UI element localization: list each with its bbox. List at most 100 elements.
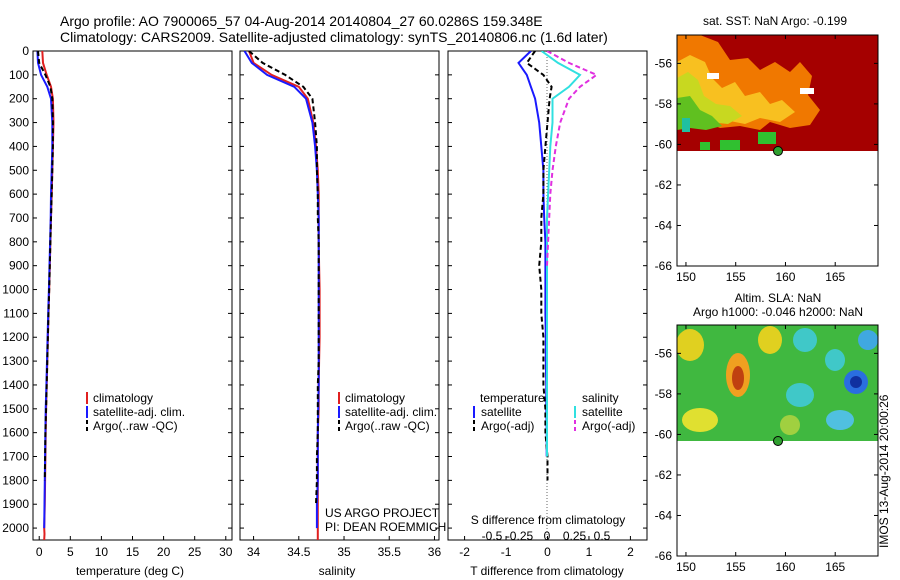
x-tick-label: 30	[219, 545, 233, 559]
lat-tick-label: -62	[655, 178, 673, 192]
x-tick-label: 10	[95, 545, 109, 559]
depth-tick-label: 1800	[2, 473, 29, 487]
sst-map-frame	[676, 34, 879, 267]
difference-panel: -2 -1 0 1 2 -0.5 -0.25 0 0.25 0.5 S difference f…	[447, 50, 648, 578]
x-tick-label: 20	[157, 545, 171, 559]
series-argo	[37, 51, 54, 481]
lat-tick-label: -62	[655, 468, 673, 482]
depth-tick-label: 600	[9, 187, 29, 201]
x-tick-label: -1	[501, 545, 512, 559]
legend-argo: Argo(..raw -QC)	[345, 419, 430, 433]
sst-green-patch	[758, 132, 776, 144]
depth-tick-label: 500	[9, 163, 29, 177]
lon-tick-label: 165	[825, 560, 845, 574]
lon-tick-label: 155	[726, 560, 746, 574]
x-tick-label: 15	[126, 545, 140, 559]
series-argo	[248, 51, 320, 505]
salinity-xlabel: salinity	[319, 564, 356, 578]
depth-tick-label: 1300	[2, 354, 29, 368]
sla-low-anomaly	[826, 410, 854, 430]
s-tick-label: 0.25	[563, 529, 587, 543]
figure-title-line1: Argo profile: AO 7900065_57 04-Aug-2014 …	[60, 13, 543, 29]
difference-depth-ticks	[448, 50, 647, 529]
sst-lon-axis: 150 155 160 165	[676, 35, 846, 284]
x-tick-label: 35.5	[378, 545, 402, 559]
depth-tick-label: 900	[9, 259, 29, 273]
s-difference-title: S difference from climatology	[471, 513, 626, 527]
salinity-depth-ticks	[240, 50, 439, 529]
x-tick-label: -2	[459, 545, 470, 559]
lon-tick-label: 165	[825, 270, 845, 284]
lat-tick-label: -64	[655, 218, 673, 232]
s-tick-label: 0.5	[594, 529, 611, 543]
sst-map: sat. SST: NaN Argo: -0.199 -56-58-60-62-…	[655, 14, 879, 284]
sst-gap	[707, 73, 719, 79]
sst-nodata-region	[677, 151, 878, 266]
legend-climatology: climatology	[345, 391, 405, 405]
sla-low-anomaly	[850, 376, 862, 388]
depth-tick-label: 800	[9, 235, 29, 249]
x-tick-label: 36	[428, 545, 442, 559]
depth-tick-label: 1100	[3, 306, 29, 320]
legend-t-satellite: satellite	[481, 405, 522, 419]
series-climatology	[248, 51, 321, 540]
sst-lat-axis: -56 -58 -60 -62 -64 -66	[655, 56, 878, 273]
salinity-legend: climatology satellite-adj. clim. Argo(..…	[338, 391, 437, 433]
sla-lat-axis: -56 -58 -60 -62 -64 -66	[655, 346, 878, 563]
project-note: US ARGO PROJECT	[325, 506, 440, 520]
legend-climatology: climatology	[93, 391, 153, 405]
lat-tick-label: -60	[655, 427, 673, 441]
lat-tick-label: -60	[655, 137, 673, 151]
lon-tick-label: 150	[676, 270, 696, 284]
depth-tick-label: 400	[9, 139, 29, 153]
depth-tick-label: 300	[9, 116, 29, 130]
salinity-series	[243, 51, 321, 540]
sla-high-anomaly	[682, 408, 718, 432]
sla-lon-axis: 150 155 160 165	[676, 325, 846, 574]
temperature-series	[36, 51, 55, 540]
lat-tick-label: -64	[655, 508, 673, 522]
x-tick-label: 2	[627, 545, 634, 559]
sst-green-patch	[720, 140, 740, 150]
sla-map: Altim. SLA: NaN Argo h1000: -0.046 h2000…	[655, 291, 879, 574]
depth-tick-label: 100	[9, 68, 29, 82]
x-tick-label: 34.5	[287, 545, 311, 559]
sla-high-anomaly	[732, 366, 744, 390]
temperature-xlabel: temperature (deg C)	[76, 564, 184, 578]
lon-tick-label: 160	[775, 270, 795, 284]
lat-tick-label: -56	[655, 346, 673, 360]
legend-s-argo: Argo(-adj)	[582, 419, 635, 433]
x-tick-label: 1	[586, 545, 593, 559]
s-tick-label: 0	[544, 529, 551, 543]
depth-tick-label: 700	[9, 211, 29, 225]
lat-tick-label: -66	[655, 549, 673, 563]
figure-title-line2: Climatology: CARS2009. Satellite-adjuste…	[60, 29, 608, 45]
series-s-satellite	[540, 51, 582, 457]
depth-tick-label: 1400	[2, 378, 29, 392]
legend-s-satellite: satellite	[582, 405, 623, 419]
lat-tick-label: -66	[655, 259, 673, 273]
depth-tick-label: 1700	[2, 450, 29, 464]
difference-xlabel: T difference from climatology	[470, 564, 624, 578]
salinity-panel: 34 34.5 35 35.5 36 salinity climatology sate…	[239, 50, 446, 578]
difference-series	[517, 51, 599, 481]
legend-argo: Argo(..raw -QC)	[93, 419, 178, 433]
lon-tick-label: 150	[676, 560, 696, 574]
sla-high-anomaly	[758, 326, 782, 354]
salinity-frame	[239, 50, 440, 541]
lat-tick-label: -58	[655, 387, 673, 401]
depth-tick-label: 1600	[2, 426, 29, 440]
sla-low-anomaly	[825, 349, 845, 371]
sst-field	[677, 35, 878, 266]
temperature-panel: 0100200300400500600700800900100011001200…	[2, 44, 232, 578]
depth-tick-label: 2000	[2, 521, 29, 535]
sla-low-anomaly	[793, 328, 817, 352]
legend-satellite: satellite-adj. clim.	[345, 405, 437, 419]
argo-location-marker	[773, 146, 783, 156]
salinity-x-axis: 34 34.5 35 35.5 36	[247, 536, 442, 559]
sla-anomaly	[780, 415, 800, 435]
sla-map-title: Altim. SLA: NaN	[735, 291, 822, 305]
sst-teal-patch	[682, 118, 690, 132]
sst-gap	[800, 88, 814, 94]
